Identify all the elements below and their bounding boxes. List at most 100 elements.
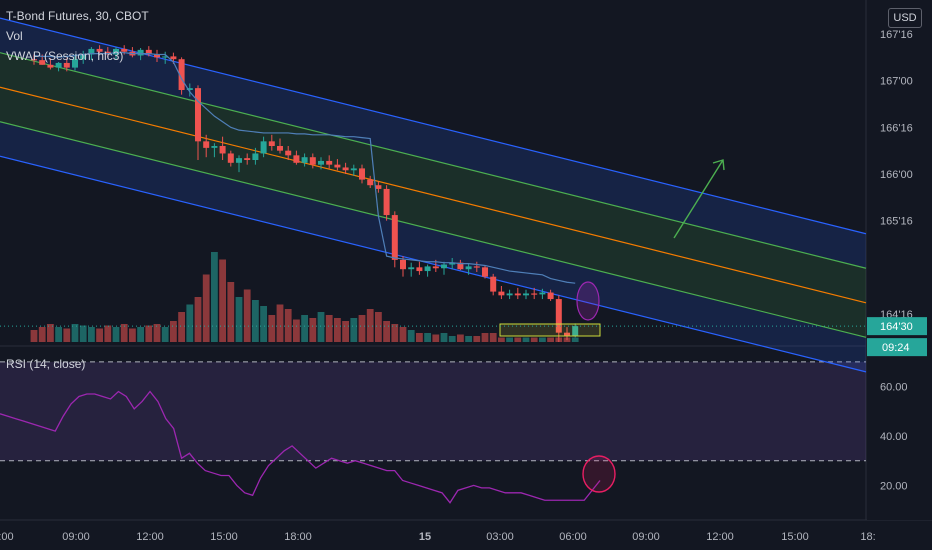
volume-bar — [317, 312, 325, 342]
volume-bar — [235, 297, 243, 342]
candle-body — [244, 158, 251, 160]
volume-bar — [211, 252, 218, 342]
candle-body — [113, 48, 119, 55]
candle-body — [301, 157, 308, 163]
candle-body — [39, 60, 46, 65]
volume-bar — [202, 274, 210, 342]
volume-bar — [145, 325, 153, 342]
candle-body — [359, 168, 365, 180]
candle-body — [539, 292, 546, 295]
candle-body — [383, 188, 390, 216]
candle-body — [408, 267, 415, 270]
volume-bar — [276, 304, 284, 342]
channel-inner-upper-line — [0, 52, 867, 269]
volume-bar — [547, 337, 554, 342]
volume-bar — [153, 324, 161, 342]
candle-body — [145, 49, 152, 55]
candle-body — [203, 141, 210, 148]
volume-bar — [47, 324, 54, 342]
volume-bar — [268, 315, 276, 342]
volume-bar — [432, 334, 440, 342]
vwap-legend[interactable]: VWAP (Session, hlc3) — [6, 49, 124, 63]
time-tick-label: 12:00 — [136, 531, 164, 543]
candle-body — [219, 146, 226, 154]
rsi-legend[interactable]: RSI (14, close) — [6, 357, 86, 371]
candle-body — [80, 54, 87, 60]
rsi-highlight-ellipse — [582, 455, 616, 493]
last-price-label: 164'30 — [880, 321, 913, 333]
volume-bar — [301, 315, 308, 342]
channel-mid-line — [0, 86, 867, 304]
rsi-tick-label: 20.00 — [880, 480, 908, 492]
volume-bar — [30, 330, 38, 342]
volume-bar — [424, 333, 431, 342]
currency-button[interactable]: USD — [888, 8, 922, 28]
candle-body — [441, 264, 447, 269]
volume-bar — [129, 328, 136, 342]
time-tick-label: 18: — [860, 531, 875, 543]
candle-body — [523, 293, 529, 296]
volume-bar — [407, 330, 415, 342]
volume-bar — [481, 333, 489, 342]
candle-body — [318, 160, 324, 165]
volume-bar — [530, 337, 538, 342]
volume-bar — [522, 337, 530, 342]
countdown-tag — [867, 338, 927, 357]
candle-body — [63, 62, 70, 68]
time-tick-label: 09:00 — [62, 531, 90, 543]
volume-bar — [112, 327, 120, 342]
candle-body — [178, 59, 185, 90]
candle-body — [350, 168, 357, 171]
candle-body — [170, 56, 177, 60]
rsi-tick-label: 60.00 — [880, 382, 908, 394]
last-price-tag — [867, 317, 927, 336]
time-tick-label: 09:00 — [632, 531, 660, 543]
price-tick-label: 167'16 — [880, 29, 913, 41]
channel-lower-line — [0, 155, 867, 373]
volume-bar — [96, 328, 103, 342]
candle-body — [211, 146, 218, 148]
price-highlight-ellipse — [576, 281, 600, 321]
volume-bar — [186, 304, 194, 342]
volume-bar — [309, 318, 317, 342]
candle-body — [572, 326, 579, 336]
volume-bar — [88, 327, 95, 342]
volume-bar — [219, 259, 226, 342]
candle-body — [432, 266, 439, 269]
candle-body — [482, 267, 488, 277]
candle-body — [555, 299, 562, 333]
price-tick-label: 166'00 — [880, 169, 913, 181]
volume-bar — [366, 309, 374, 342]
volume-bar — [293, 319, 300, 342]
volume-bar — [137, 327, 144, 342]
volume-highlight-box — [499, 323, 601, 337]
candle-body — [473, 266, 480, 268]
volume-bar — [342, 321, 349, 342]
candle-body — [252, 153, 259, 160]
time-tick-label: 15:00 — [781, 531, 809, 543]
candle-body — [162, 56, 169, 58]
price-tick-label: 165'16 — [880, 216, 913, 228]
candle-body — [260, 141, 267, 154]
volume-bar — [178, 312, 185, 342]
time-tick-label: 15 — [419, 531, 431, 543]
time-tick-label: 15:00 — [210, 531, 238, 543]
volume-bar — [506, 337, 513, 342]
time-tick-label: :00 — [0, 531, 14, 543]
volume-bar — [465, 336, 472, 342]
volume-bar — [194, 297, 202, 342]
volume-bar — [161, 327, 169, 342]
symbol-legend[interactable]: T-Bond Futures, 30, CBOT — [6, 9, 149, 23]
trend-arrow-head — [712, 159, 725, 171]
volume-bar — [498, 337, 505, 342]
candle-body — [72, 59, 78, 68]
volume-bar — [473, 336, 481, 342]
volume-bar — [399, 327, 407, 342]
vol-legend[interactable]: Vol — [6, 29, 23, 43]
candle-body — [457, 262, 464, 270]
volume-bar — [358, 315, 366, 342]
candle-body — [514, 293, 521, 296]
candle-body — [465, 266, 472, 270]
candle-body — [31, 59, 37, 61]
